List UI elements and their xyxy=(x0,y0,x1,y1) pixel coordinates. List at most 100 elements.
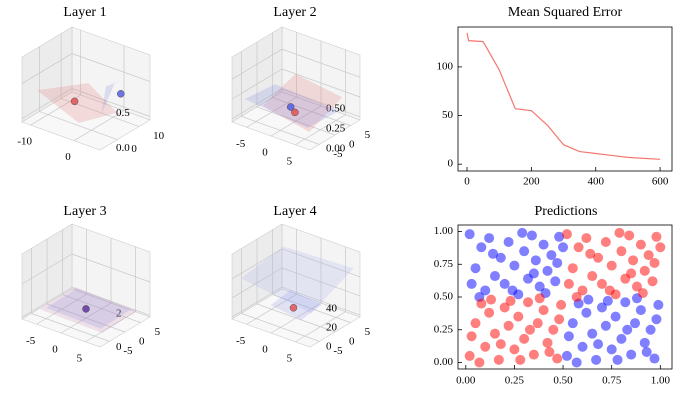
x-tick-label: 0 xyxy=(65,151,71,163)
grid-line xyxy=(46,239,126,333)
grid-line xyxy=(272,32,351,126)
point xyxy=(546,250,557,261)
z-tick-label: 2 xyxy=(116,308,122,320)
point xyxy=(534,281,545,292)
y-tick-label: 5 xyxy=(155,326,161,338)
y-tick-label: 0 xyxy=(349,139,355,151)
grid-line xyxy=(270,41,322,137)
y-tick-label: 0.25 xyxy=(434,323,454,335)
surface xyxy=(262,73,343,133)
grid-line xyxy=(231,48,361,80)
point xyxy=(519,246,530,257)
x-tick-label: 0.25 xyxy=(505,375,525,387)
grid-line xyxy=(21,88,151,119)
x-tick-label: 5 xyxy=(77,352,83,364)
y-tick-label: 0 xyxy=(131,143,137,155)
surface xyxy=(270,290,322,320)
point xyxy=(474,357,485,368)
point xyxy=(558,242,569,253)
point xyxy=(643,250,654,261)
z-tick-label: 0 xyxy=(116,341,122,353)
point xyxy=(645,324,656,335)
plot-frame xyxy=(457,26,673,172)
y-tick-label: 0.75 xyxy=(434,258,454,270)
grid-line xyxy=(231,248,361,280)
point xyxy=(581,233,592,244)
point xyxy=(552,257,563,268)
point xyxy=(480,341,491,352)
point xyxy=(624,230,635,241)
point xyxy=(556,299,567,310)
surface xyxy=(101,80,123,114)
point xyxy=(616,246,627,257)
point xyxy=(655,242,666,253)
x-tick-label: 200 xyxy=(523,176,540,188)
grid-line xyxy=(30,30,82,126)
grid-line xyxy=(241,248,320,342)
point xyxy=(548,324,559,335)
point xyxy=(489,328,500,339)
grid-line xyxy=(21,253,151,285)
z-tick-label: 0.50 xyxy=(326,103,346,115)
point xyxy=(585,248,596,259)
point xyxy=(563,278,574,289)
x-tick-label: 0 xyxy=(262,344,268,356)
point xyxy=(606,260,617,271)
x-tick-label: -5 xyxy=(236,138,246,150)
point xyxy=(554,314,565,325)
point xyxy=(544,346,555,357)
grid-line xyxy=(241,51,320,145)
point xyxy=(571,292,582,302)
point xyxy=(593,252,604,263)
point xyxy=(493,354,504,365)
grid-line xyxy=(256,239,336,333)
z-tick-label: 0.00 xyxy=(326,142,346,154)
y-tick-label: 10 xyxy=(153,130,165,142)
point xyxy=(515,354,526,365)
z-tick-label: 0 xyxy=(326,341,332,353)
y-tick-label: -5 xyxy=(333,148,343,160)
point xyxy=(593,339,604,350)
point xyxy=(70,97,79,106)
z-tick-label: 0.25 xyxy=(326,123,346,135)
x-tick-label: 5 xyxy=(287,155,293,167)
point xyxy=(612,354,623,365)
point xyxy=(628,255,639,266)
point xyxy=(554,231,565,242)
point xyxy=(651,314,662,325)
point xyxy=(503,237,514,248)
point xyxy=(509,344,520,355)
point xyxy=(499,278,510,289)
point xyxy=(635,239,646,250)
grid-line xyxy=(73,45,125,141)
x-tick-label: 0.00 xyxy=(456,375,476,387)
grid-line xyxy=(231,267,361,299)
point xyxy=(614,227,625,238)
point xyxy=(641,346,652,357)
chart-title: Layer 4 xyxy=(273,204,316,219)
point xyxy=(581,307,592,318)
x-tick-label: 600 xyxy=(652,176,669,188)
point xyxy=(606,344,617,355)
point xyxy=(509,260,520,271)
point xyxy=(484,233,495,244)
grid-line xyxy=(246,229,297,325)
point xyxy=(622,324,633,335)
point xyxy=(550,276,561,287)
point xyxy=(651,231,662,242)
point xyxy=(519,333,530,344)
x-tick-label: 5 xyxy=(287,352,293,364)
y-tick-label: 50 xyxy=(442,109,454,121)
point xyxy=(600,320,611,331)
point xyxy=(653,299,664,310)
point xyxy=(635,305,646,316)
point xyxy=(571,357,582,368)
point xyxy=(596,302,607,313)
grid-line xyxy=(60,33,140,127)
point xyxy=(486,294,497,305)
point xyxy=(507,285,518,296)
point xyxy=(577,341,588,352)
point xyxy=(649,257,660,268)
point xyxy=(517,227,528,238)
